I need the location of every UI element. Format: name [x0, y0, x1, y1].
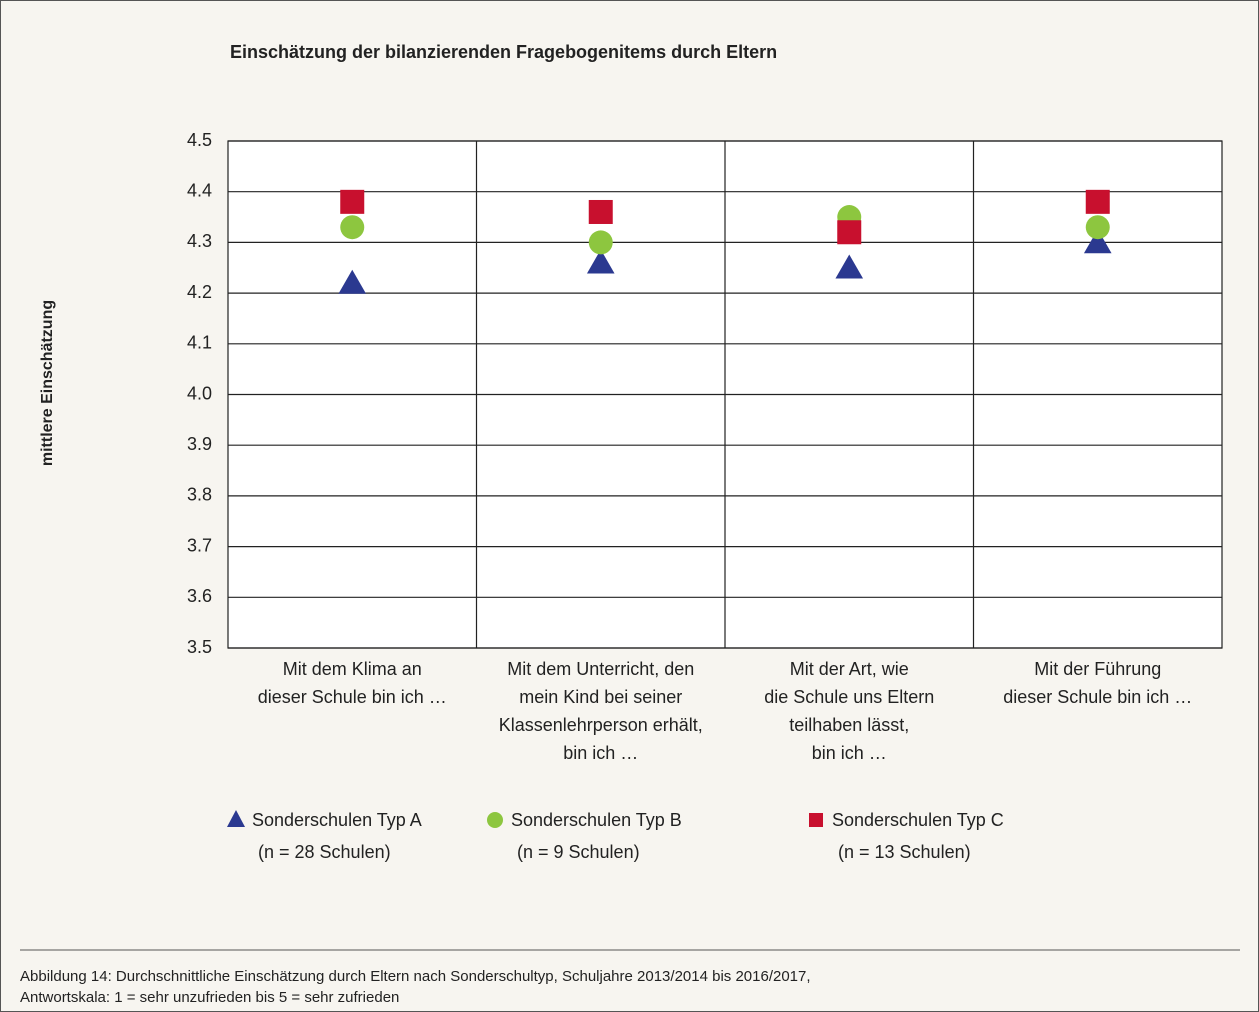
y-tick-label: 4.4 [187, 180, 212, 200]
x-tick-label: Mit der Führung dieser Schule bin ich … [1003, 659, 1192, 707]
x-tick-line: bin ich … [563, 743, 638, 763]
marker-square [340, 189, 365, 214]
x-tick-line: Mit der Art, wie [790, 659, 909, 679]
x-tick-line: die Schule uns Eltern [764, 687, 934, 707]
x-tick-line: dieser Schule bin ich … [258, 687, 447, 707]
caption: Abbildung 14: Durchschnittliche Einschät… [20, 968, 811, 985]
marker-triangle [586, 249, 615, 274]
y-tick-label: 4.1 [187, 333, 212, 353]
marker-square [1085, 189, 1110, 214]
chart-title: Einschätzung der bilanzierenden Fragebog… [230, 42, 777, 62]
legend-label: Sonderschulen Typ A [252, 810, 422, 830]
caption: Antwortskala: 1 = sehr unzufrieden bis 5… [20, 989, 399, 1006]
y-tick-label: 3.7 [187, 535, 212, 555]
x-tick-line: Mit der Führung [1034, 659, 1161, 679]
x-tick-line: Mit dem Unterricht, den [507, 659, 694, 679]
y-tick-label: 4.3 [187, 231, 212, 251]
x-tick-line: bin ich … [812, 743, 887, 763]
y-tick-label: 3.9 [187, 434, 212, 454]
marker-circle [340, 215, 365, 240]
marker-circle [1085, 215, 1110, 240]
marker-triangle [835, 254, 864, 279]
y-axis-label: mittlere Einschätzung [39, 300, 56, 466]
x-tick-line: Mit dem Klima an [283, 659, 422, 679]
marker-triangle [338, 269, 367, 294]
legend-note: (n = 13 Schulen) [838, 842, 971, 862]
x-tick-line: Klassenlehrperson erhält, [499, 715, 703, 735]
x-tick-line: teilhaben lässt, [789, 715, 909, 735]
legend-marker [487, 812, 503, 828]
marker-square [588, 199, 613, 224]
legend-marker [227, 810, 245, 827]
marker-square [837, 220, 862, 245]
x-tick-label: Mit dem Unterricht, den mein Kind bei sei… [499, 659, 703, 763]
y-tick-label: 3.8 [187, 485, 212, 505]
y-tick-label: 3.5 [187, 637, 212, 657]
y-tick-label: 4.2 [187, 282, 212, 302]
y-tick-label: 4.5 [187, 130, 212, 150]
y-tick-label: 4.0 [187, 383, 212, 403]
legend-label: Sonderschulen Typ B [511, 810, 682, 830]
x-tick-line: mein Kind bei seiner [519, 687, 682, 707]
y-tick-label: 3.6 [187, 586, 212, 606]
marker-circle [588, 230, 613, 255]
legend-marker [809, 813, 823, 827]
legend-label: Sonderschulen Typ C [832, 810, 1004, 830]
legend-note: (n = 28 Schulen) [258, 842, 391, 862]
marker-triangle [1083, 229, 1112, 254]
x-tick-label: Mit dem Klima an dieser Schule bin ich … [258, 659, 447, 707]
legend-note: (n = 9 Schulen) [517, 842, 640, 862]
x-tick-label: Mit der Art, wie die Schule uns Eltern tei… [764, 659, 934, 763]
x-tick-line: dieser Schule bin ich … [1003, 687, 1192, 707]
